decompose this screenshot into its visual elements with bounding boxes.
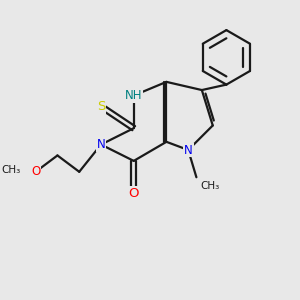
Text: CH₃: CH₃ bbox=[2, 165, 21, 175]
Text: N: N bbox=[97, 138, 105, 151]
Text: O: O bbox=[128, 187, 139, 200]
Text: N: N bbox=[184, 143, 193, 157]
Text: CH₃: CH₃ bbox=[200, 181, 220, 191]
Text: O: O bbox=[31, 165, 40, 178]
Text: NH: NH bbox=[125, 89, 142, 102]
Text: S: S bbox=[97, 100, 105, 113]
